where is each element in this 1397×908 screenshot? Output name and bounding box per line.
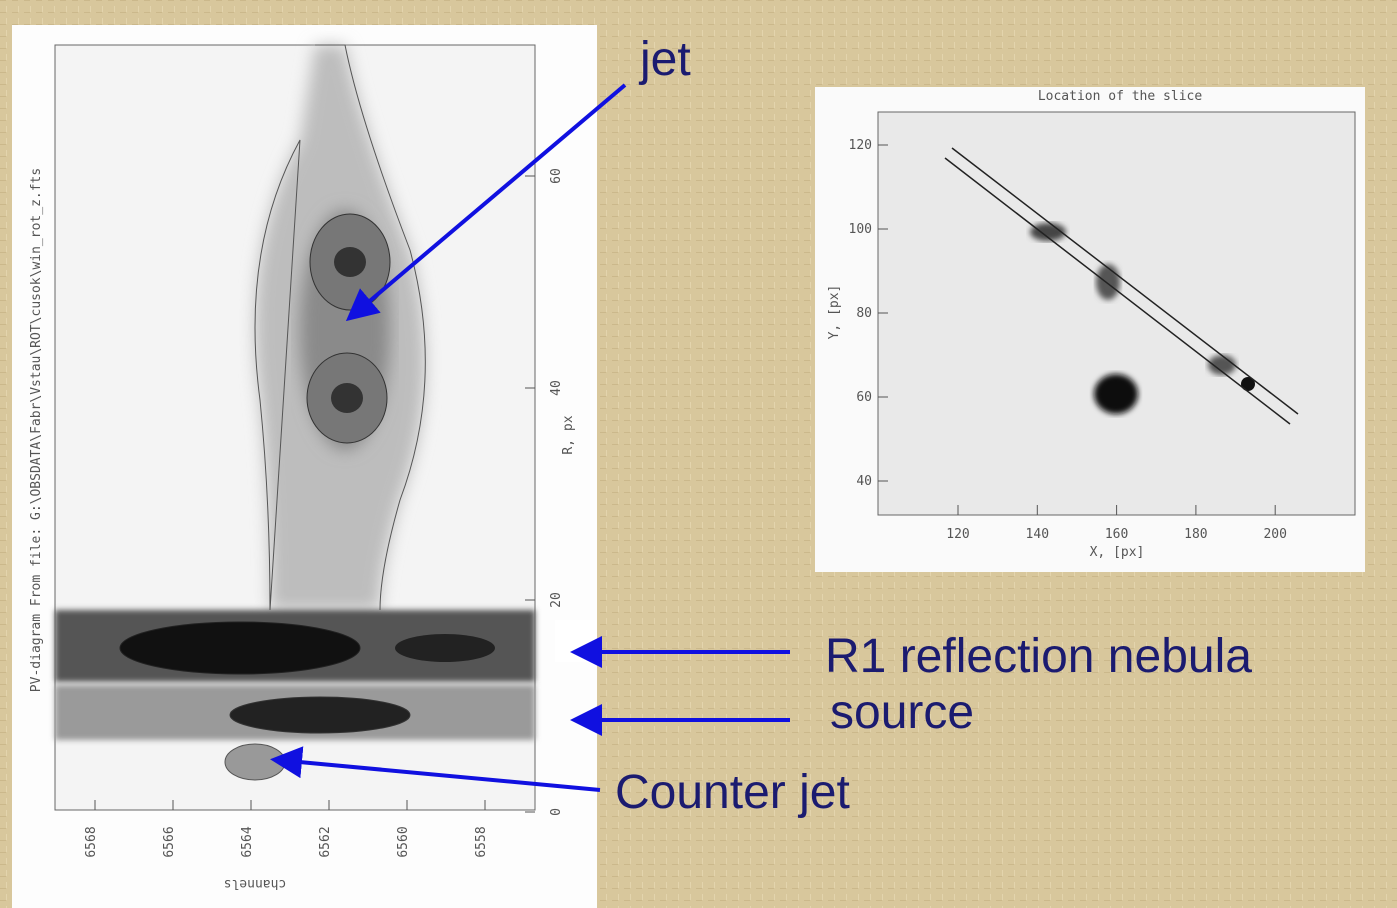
y-tick-label: 20 [549, 592, 564, 608]
y-tick-label: 80 [856, 306, 872, 321]
slide: PV-diagram From file: G:\OBSDATA\Fabr\Vs… [0, 0, 1397, 908]
x-tick-label: 140 [1026, 527, 1049, 542]
y-tick-label: 40 [856, 474, 872, 489]
source-label: source [830, 686, 974, 739]
x-tick-label: 120 [946, 527, 969, 542]
pv-y-label: R, px [561, 415, 576, 454]
x-tick-label: 160 [1105, 527, 1128, 542]
y-tick-label: 120 [849, 138, 872, 153]
slice-title: Location of the slice [1038, 89, 1203, 104]
y-tick-label: 40 [549, 380, 564, 396]
pv-x-label: channels [224, 876, 287, 891]
y-tick-label: 60 [856, 390, 872, 405]
slice-x-label: X, [px] [1090, 545, 1145, 560]
x-tick-label: 6566 [162, 826, 177, 857]
y-tick-label: 60 [549, 168, 564, 184]
x-tick-label: 180 [1184, 527, 1207, 542]
pv-side-title: PV-diagram From file: G:\OBSDATA\Fabr\Vs… [29, 168, 44, 692]
x-tick-label: 6558 [474, 826, 489, 857]
slice-plot [815, 87, 1365, 572]
r1-label: R1 reflection nebula [825, 630, 1252, 683]
x-tick-label: 6564 [240, 826, 255, 857]
jet-label: jet [638, 33, 691, 86]
pv-diagram [12, 25, 597, 908]
x-tick-label: 6560 [396, 826, 411, 857]
y-tick-label: 100 [849, 222, 872, 237]
x-tick-label: 6568 [84, 826, 99, 857]
x-tick-label: 6562 [318, 826, 333, 857]
y-tick-label: 0 [549, 808, 564, 816]
x-tick-label: 200 [1263, 527, 1286, 542]
page: PV-diagram From file: G:\OBSDATA\Fabr\Vs… [0, 0, 1397, 908]
counter-jet-label: Counter jet [615, 766, 850, 819]
slice-y-label: Y, [px] [827, 285, 842, 340]
